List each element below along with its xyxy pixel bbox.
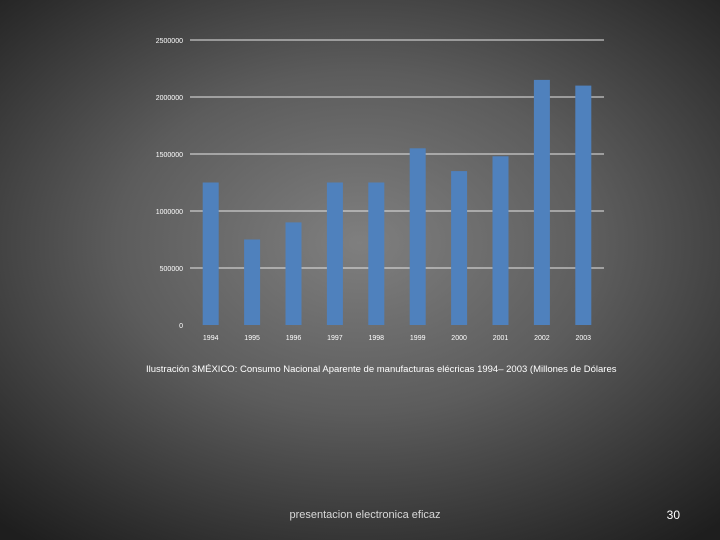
- bar-1996: [285, 222, 302, 325]
- x-tick-label: 1995: [244, 335, 260, 342]
- bar-2002: [533, 79, 550, 326]
- bar-1998: [368, 182, 385, 325]
- x-tick-label: 2000: [451, 335, 467, 342]
- x-tick-label: 2001: [493, 335, 509, 342]
- bar-2000: [451, 171, 468, 325]
- figure-caption: Ilustración 3MÉXICO: Consumo Nacional Ap…: [146, 364, 617, 375]
- bar-1999: [409, 148, 426, 325]
- footer-text: presentacion electronica eficaz: [289, 509, 441, 521]
- x-axis-tick-labels: 1994 1995 1996 1997 1998 1999 2000 2001 2002 2003: [203, 335, 591, 342]
- x-tick-label: 1997: [327, 335, 343, 342]
- bar-2003: [575, 85, 592, 325]
- y-tick-label: 2000000: [156, 95, 183, 102]
- y-tick-label: 0: [179, 323, 183, 330]
- bar-1995: [244, 239, 261, 325]
- y-tick-label: 500000: [160, 266, 183, 273]
- x-tick-label: 2003: [576, 335, 592, 342]
- slide-number: 30: [666, 508, 680, 522]
- y-tick-label: 1000000: [156, 209, 183, 216]
- x-tick-label: 1998: [369, 335, 385, 342]
- x-tick-label: 2002: [534, 335, 550, 342]
- y-axis-tick-labels: 0 500000 1000000 1500000 2000000 2500000: [156, 38, 183, 330]
- x-tick-label: 1999: [410, 335, 426, 342]
- y-tick-label: 2500000: [156, 38, 183, 45]
- y-tick-label: 1500000: [156, 152, 183, 159]
- bar-1997: [326, 182, 343, 325]
- x-tick-label: 1994: [203, 335, 219, 342]
- bar-2001: [492, 156, 509, 325]
- bars: [202, 79, 592, 326]
- bar-1994: [202, 182, 219, 325]
- x-tick-label: 1996: [286, 335, 302, 342]
